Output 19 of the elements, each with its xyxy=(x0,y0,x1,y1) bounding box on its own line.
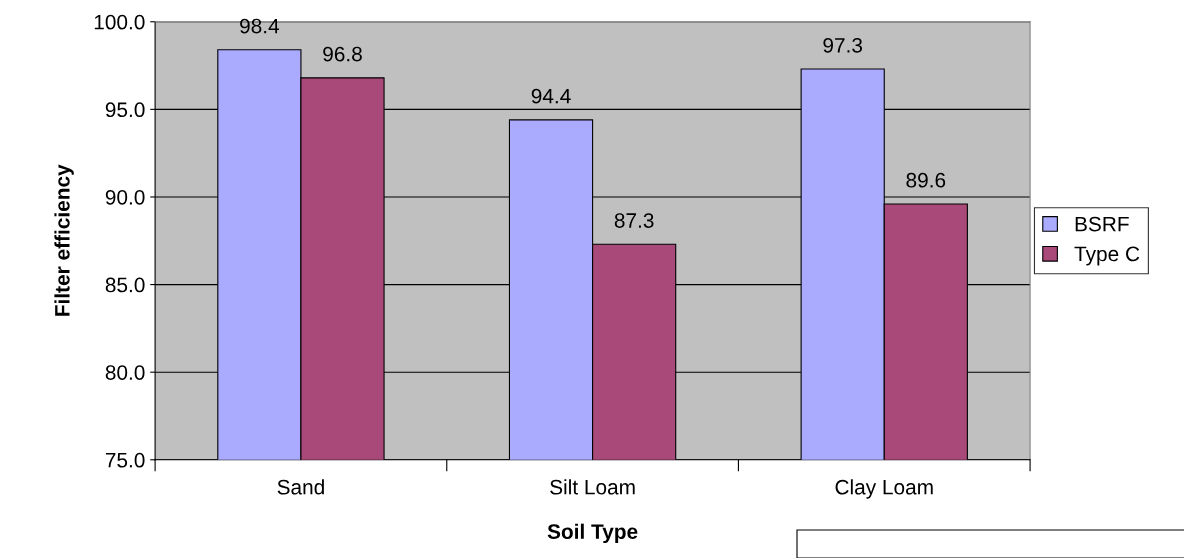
legend-label: Type C xyxy=(1074,246,1140,266)
data-label: 89.6 xyxy=(906,172,946,188)
y-tick-label: 100.0 xyxy=(94,14,145,30)
y-tick-label: 80.0 xyxy=(105,365,145,380)
x-tick-label: Silt Loam xyxy=(550,479,635,495)
data-label: 94.4 xyxy=(531,88,571,104)
data-label: 87.3 xyxy=(614,213,654,228)
y-tick-label: 90.0 xyxy=(105,189,145,205)
data-label: 96.8 xyxy=(323,46,362,62)
data-label: 98.4 xyxy=(240,18,280,34)
data-label: 97.3 xyxy=(823,37,863,53)
y-tick-label: 95.0 xyxy=(105,102,145,118)
y-axis-title: Filter efficiency xyxy=(54,164,74,316)
x-tick-label: Clay Loam xyxy=(835,479,933,499)
legend-label: BSRF xyxy=(1075,216,1129,232)
y-tick-label: 85.0 xyxy=(105,277,145,293)
x-axis-title: Soil Type xyxy=(547,523,638,544)
y-tick-label: 75.0 xyxy=(105,452,145,468)
x-tick-label: Sand xyxy=(277,479,324,495)
